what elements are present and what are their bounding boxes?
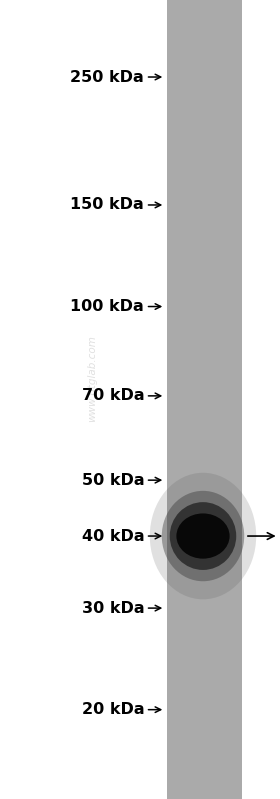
Ellipse shape xyxy=(170,502,236,570)
Text: 30 kDa: 30 kDa xyxy=(81,601,144,615)
Text: 70 kDa: 70 kDa xyxy=(81,388,144,403)
Text: 100 kDa: 100 kDa xyxy=(71,299,144,314)
Text: 50 kDa: 50 kDa xyxy=(81,473,144,487)
Text: 250 kDa: 250 kDa xyxy=(71,70,144,85)
Ellipse shape xyxy=(162,491,244,581)
Text: www.ptglab.com: www.ptglab.com xyxy=(87,335,97,422)
Text: 40 kDa: 40 kDa xyxy=(81,529,144,543)
Text: 20 kDa: 20 kDa xyxy=(81,702,144,718)
Text: 150 kDa: 150 kDa xyxy=(71,197,144,213)
Ellipse shape xyxy=(176,514,230,559)
Ellipse shape xyxy=(150,473,256,599)
Bar xyxy=(167,0,242,799)
